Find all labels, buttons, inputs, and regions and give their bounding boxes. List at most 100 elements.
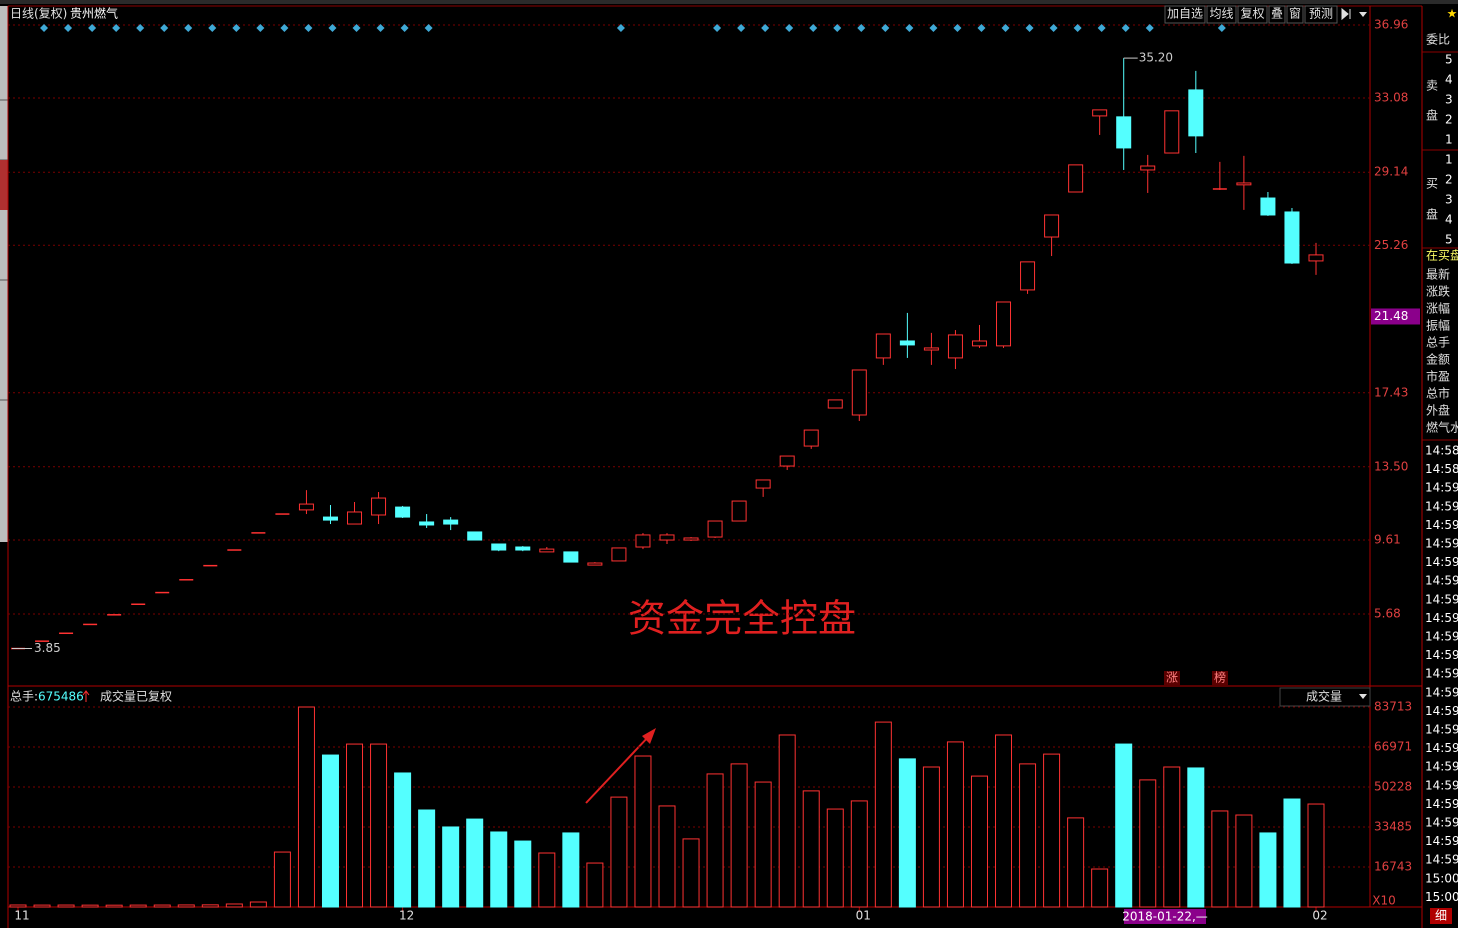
signal-marker (833, 24, 842, 32)
candle-body (899, 340, 915, 346)
volume-bar (538, 852, 556, 908)
volume-bar (1259, 832, 1277, 908)
toolbar-button[interactable] (1304, 5, 1338, 24)
field-label: 市盈 (1426, 369, 1450, 384)
volume-bar (1019, 763, 1037, 908)
signal-marker (905, 24, 914, 32)
detail-tab: 细 (1435, 909, 1447, 923)
trade-time: 14:59 (1425, 797, 1458, 811)
sell-level: 1 (1445, 133, 1453, 147)
y-tick-label: 17.43 (1374, 385, 1408, 399)
volume-bar (850, 800, 868, 908)
left-tab-active[interactable] (0, 160, 8, 210)
toolbar-button-label: 窗 (1289, 7, 1301, 21)
volume-bar (9, 904, 27, 908)
volume-bar (514, 840, 532, 908)
volume-bar (586, 862, 604, 908)
volume-bar (153, 904, 171, 908)
tag: 榜 (1214, 670, 1226, 685)
candle-body (996, 301, 1012, 347)
signal-marker (1025, 24, 1034, 32)
min-label: 3.85 (34, 641, 61, 655)
volume-bar (225, 903, 243, 908)
signal-marker (809, 24, 818, 32)
candle-body (1140, 165, 1156, 171)
signal-marker (953, 24, 962, 32)
trade-time: 14:59 (1425, 499, 1458, 513)
buy-label: 盘 (1426, 207, 1438, 222)
trade-time: 14:59 (1425, 611, 1458, 625)
buy-level: 1 (1445, 153, 1453, 167)
annotation-arrow (585, 734, 651, 804)
candle-body (347, 511, 363, 525)
y-tick-label: 5.68 (1374, 607, 1401, 621)
x-tick-label: 01 (856, 909, 871, 923)
volume-bar (1067, 817, 1085, 908)
y-tick-label: 83713 (1374, 700, 1412, 714)
volume-bar (1235, 814, 1253, 908)
candle-body (1236, 182, 1252, 186)
signal-marker (977, 24, 986, 32)
candle-body (1164, 110, 1180, 154)
x-tick-label: 12 (399, 909, 414, 923)
trade-time: 14:59 (1425, 574, 1458, 588)
volume-bar (1211, 810, 1229, 908)
toolbar-icon[interactable] (1359, 12, 1367, 17)
y-tick-label: 9.61 (1374, 533, 1401, 547)
signal-marker (400, 24, 409, 32)
trade-time: 14:59 (1425, 816, 1458, 830)
tag-box[interactable] (1212, 671, 1228, 685)
signal-marker (737, 24, 746, 32)
toolbar-button[interactable] (1206, 5, 1237, 24)
signal-marker (304, 24, 313, 32)
signal-marker (424, 24, 433, 32)
price-marker-box (1371, 308, 1420, 325)
volume-bar (249, 901, 267, 908)
volume-bar (682, 838, 700, 908)
volume-bar (33, 904, 51, 908)
buy-level: 3 (1445, 193, 1453, 207)
signal-marker (1097, 24, 1106, 32)
indicator-dropdown[interactable] (1279, 687, 1371, 707)
candle-body (1068, 164, 1084, 193)
tag-box[interactable] (1164, 671, 1180, 685)
annotation: 资金完全控盘 (628, 597, 856, 641)
field-label: 外盘 (1426, 403, 1450, 418)
sell-level: 3 (1445, 93, 1453, 107)
signal-marker (1145, 24, 1154, 32)
stock-name: 贵州燃气 (70, 6, 118, 21)
toolbar-button-label: 预测 (1309, 7, 1333, 21)
candle-body (1284, 211, 1300, 264)
buy-label: 买 (1426, 177, 1438, 191)
volume-bar (346, 743, 364, 908)
candle-body (827, 399, 843, 409)
detail-tab-box[interactable] (1430, 908, 1452, 924)
toolbar-button[interactable] (1268, 5, 1286, 24)
signal-marker (136, 24, 145, 32)
candle-body (611, 547, 627, 562)
signal-marker (929, 24, 938, 32)
up-arrow (82, 690, 90, 702)
indicator-name: 成交量 (1306, 689, 1342, 704)
industry: 燃气水 (1426, 420, 1458, 435)
toolbar-button[interactable] (1237, 5, 1268, 24)
trade-time: 14:59 (1425, 537, 1458, 551)
candle-body (515, 546, 531, 551)
volume-bar (81, 904, 99, 908)
toolbar-button[interactable] (1164, 5, 1206, 24)
y-tick-label: 50228 (1374, 780, 1412, 794)
signal-marker (1121, 24, 1130, 32)
toolbar-icon[interactable] (1341, 7, 1351, 21)
candle-body (563, 551, 579, 563)
signal-marker (256, 24, 265, 32)
trade-time: 14:59 (1425, 555, 1458, 569)
volume-bar (802, 790, 820, 908)
candle-body (731, 500, 747, 522)
signal-marker (785, 24, 794, 32)
candle-body (587, 562, 603, 566)
candle-body (971, 340, 987, 347)
toolbar-button[interactable] (1286, 5, 1304, 24)
signal-marker (376, 24, 385, 32)
candle-body (635, 534, 651, 548)
star-icon[interactable]: ★ (1447, 7, 1458, 21)
